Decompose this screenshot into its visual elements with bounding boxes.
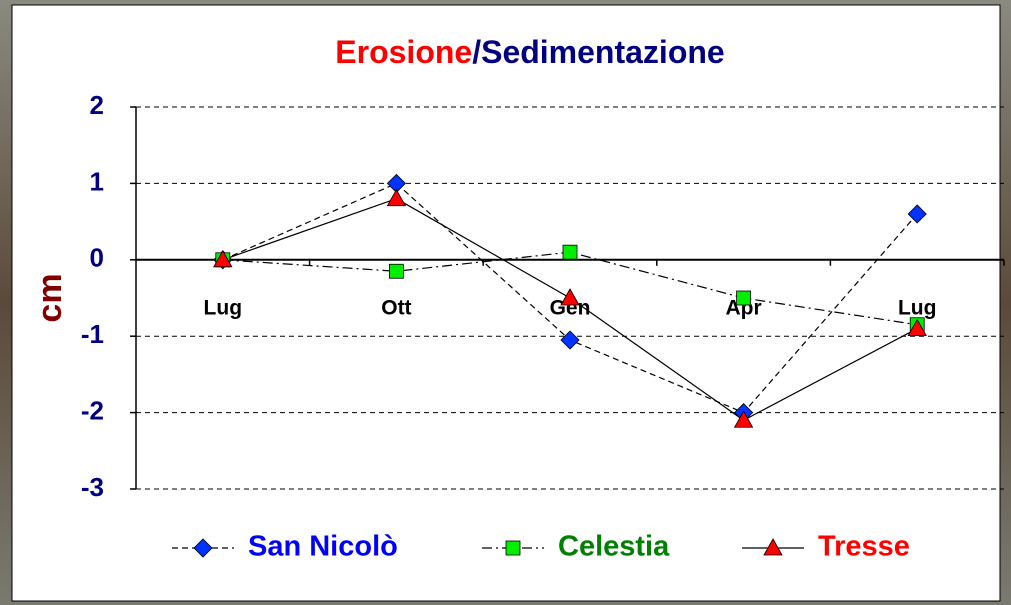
marker: [560, 288, 580, 306]
x-tick-label: Lug: [898, 296, 936, 319]
y-tick-label: -3: [81, 472, 104, 502]
y-tick-label: 1: [90, 166, 104, 196]
marker: [562, 244, 578, 260]
y-axis-label: cm: [31, 273, 69, 322]
y-tick-label: 2: [90, 90, 104, 120]
y-tick-label: 0: [90, 243, 104, 273]
marker: [388, 263, 404, 279]
x-tick-label: Lug: [204, 296, 242, 319]
marker: [907, 204, 927, 224]
marker: [763, 538, 783, 556]
x-tick-label: Apr: [726, 296, 762, 319]
title-part: Erosione: [335, 34, 472, 70]
y-tick-label: -2: [81, 395, 104, 425]
marker: [907, 318, 927, 336]
chart-title: Erosione/Sedimentazione: [335, 34, 724, 70]
marker: [736, 290, 751, 306]
legend-label: San Nicolò: [248, 531, 398, 563]
marker: [193, 538, 213, 558]
marker: [505, 540, 521, 556]
marker: [560, 330, 580, 350]
y-tick-label: -1: [81, 319, 104, 349]
x-tick-label: Gen: [550, 296, 591, 319]
marker: [733, 410, 754, 428]
x-tick-label: Ott: [381, 296, 411, 319]
marker: [213, 249, 233, 268]
chart-panel: [11, 4, 1001, 602]
title-part: /Sedimentazione: [472, 34, 725, 70]
legend-label: Tresse: [818, 531, 910, 563]
marker: [386, 188, 407, 207]
legend-label: Celestia: [558, 531, 670, 563]
